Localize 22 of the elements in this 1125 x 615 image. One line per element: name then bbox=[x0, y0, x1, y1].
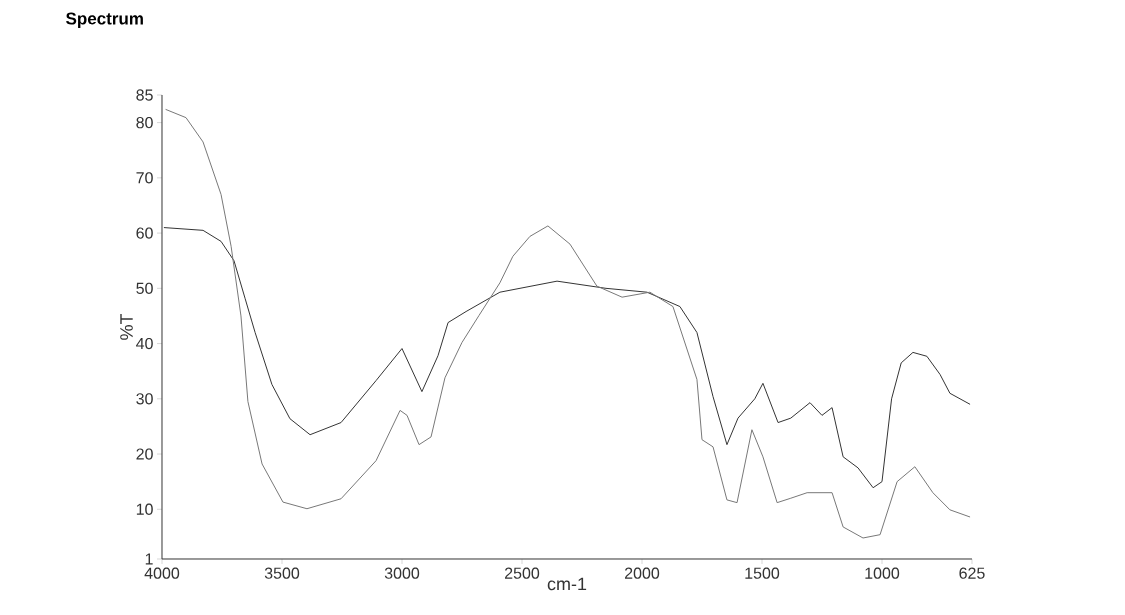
y-tick-label: 20 bbox=[136, 448, 153, 460]
y-tick-label: 1 bbox=[145, 553, 153, 565]
x-tick-label: 625 bbox=[959, 567, 985, 579]
y-axis-title: %T bbox=[120, 313, 133, 340]
y-tick-label: 30 bbox=[136, 393, 153, 405]
x-tick-label: 2500 bbox=[505, 567, 540, 579]
x-axis-title: cm-1 bbox=[547, 577, 587, 591]
x-tick-label: 1000 bbox=[865, 567, 900, 579]
y-tick-label: 85 bbox=[136, 89, 153, 101]
x-tick-label: 3000 bbox=[384, 567, 420, 579]
x-tick-label: 1500 bbox=[745, 567, 780, 579]
y-tick-label: 70 bbox=[136, 172, 153, 184]
x-tick-label: 3500 bbox=[264, 567, 300, 579]
y-tick-label: 60 bbox=[136, 227, 153, 239]
x-tick-label: 2000 bbox=[625, 567, 660, 579]
y-tick-label: 40 bbox=[136, 337, 153, 350]
y-tick-label: 80 bbox=[136, 116, 153, 129]
y-tick-label: 10 bbox=[136, 503, 153, 515]
chart-title: Spectrum bbox=[66, 12, 143, 28]
line-series bbox=[165, 108, 971, 539]
y-tick-label: 50 bbox=[136, 282, 153, 294]
x-tick-label: 4000 bbox=[144, 567, 180, 579]
